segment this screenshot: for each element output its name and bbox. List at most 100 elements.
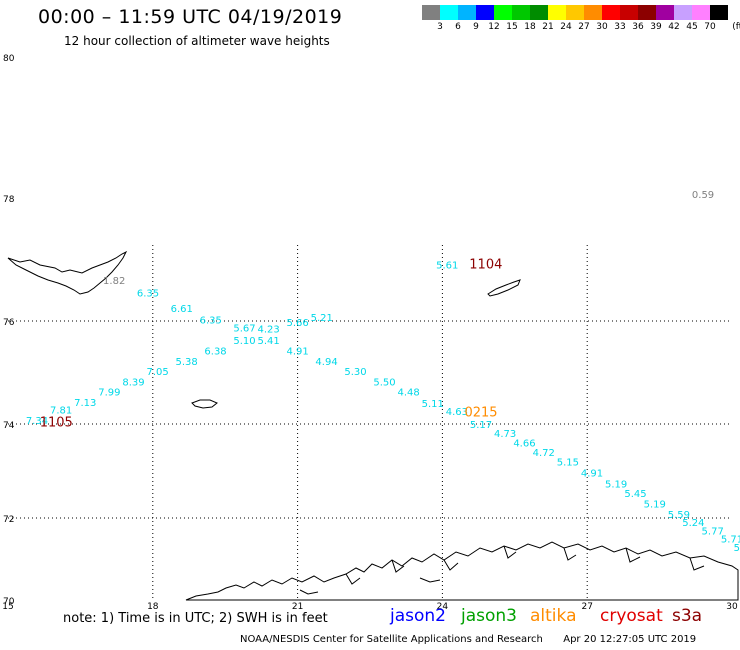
norway-fjords (299, 545, 705, 595)
hopen-island (487, 279, 521, 297)
legend-swatch (440, 5, 458, 20)
legend-swatch (656, 5, 674, 20)
norway-coastline (185, 541, 739, 601)
legend-label: 45 (686, 22, 698, 32)
swh-value: 5 (734, 543, 740, 554)
swh-value: 6.61 (171, 304, 193, 315)
lat-tick-label: 80 (3, 54, 15, 64)
swh-value: 6.38 (204, 346, 226, 357)
swh-value: 4.91 (581, 469, 603, 480)
swh-value: 5.41 (258, 336, 280, 347)
legend-swatch (494, 5, 512, 20)
svalbard-coastline (7, 250, 128, 295)
satellite-jason3: jason3 (461, 606, 517, 626)
swh-value: 4.73 (494, 429, 516, 440)
swh-value: 5.50 (373, 377, 395, 388)
legend-label: 70 (704, 22, 716, 32)
swh-value: 5.11 (422, 399, 444, 410)
swh-value: 5.24 (682, 518, 704, 529)
lat-tick-label: 74 (3, 421, 15, 431)
legend-label: 12 (488, 22, 500, 32)
lon-tick-label: 21 (292, 602, 303, 612)
map-title: 00:00 – 11:59 UTC 04/19/2019 (38, 6, 343, 28)
lat-tick-label: 70 (3, 597, 15, 607)
swh-value: 5.77 (702, 526, 724, 537)
swh-value: 4.63 (446, 407, 468, 418)
legend-swatch (530, 5, 548, 20)
swh-value: 4.23 (258, 324, 280, 335)
legend-label: 9 (473, 22, 479, 32)
lon-tick-label: 30 (726, 602, 738, 612)
swh-value: 5.10 (233, 336, 255, 347)
legend-label: 42 (668, 22, 680, 32)
swh-value: 5.21 (311, 313, 333, 324)
satellite-cryosat: cryosat (600, 606, 663, 626)
swh-value: 5.59 (668, 510, 690, 521)
map-subtitle: 12 hour collection of altimeter wave hei… (64, 34, 330, 48)
lon-tick-label: 24 (437, 602, 449, 612)
lat-tick-label: 78 (3, 195, 15, 205)
swh-value: 7.34 (26, 416, 48, 427)
swh-value: 7.05 (146, 367, 168, 378)
legend-swatch (458, 5, 476, 20)
legend-swatch (422, 5, 440, 20)
pass-time-label: 0215 (464, 405, 497, 420)
swh-value: 1.82 (103, 276, 125, 287)
legend-swatch (602, 5, 620, 20)
legend-label: 21 (542, 22, 554, 32)
legend-label: 6 (455, 22, 461, 32)
legend-unit: (ft) (732, 22, 740, 32)
swh-value: 7.13 (74, 398, 96, 409)
swh-value: 5.61 (436, 261, 458, 272)
swh-value: 4.91 (286, 346, 308, 357)
pass-time-label: 1105 (40, 415, 73, 430)
legend-swatch (674, 5, 692, 20)
legend-label: 30 (596, 22, 608, 32)
legend-label: 27 (578, 22, 590, 32)
legend-swatch (512, 5, 530, 20)
swh-value: 4.66 (513, 439, 535, 450)
swh-value: 8.39 (122, 377, 144, 388)
swh-value: 6.35 (137, 288, 159, 299)
swh-value: 7.99 (98, 388, 120, 399)
swh-value: 7.81 (50, 406, 72, 417)
swh-value: 5.19 (644, 500, 666, 511)
credit-text: NOAA/NESDIS Center for Satellite Applica… (240, 634, 543, 645)
swh-value: 5.38 (175, 357, 197, 368)
swh-value: 6.35 (200, 316, 222, 327)
observation-values: 7.347.817.137.998.397.05 5.38 6.38 5.10 5.41… (26, 190, 740, 554)
satellite-s3a: s3a (672, 606, 703, 626)
swh-value: 5.17 (470, 420, 492, 431)
legend-swatch (548, 5, 566, 20)
lat-lon-grid (8, 245, 732, 600)
legend-label: 33 (614, 22, 626, 32)
swh-value: 5.67 (233, 323, 255, 334)
swh-value: 4.94 (315, 357, 337, 368)
swh-value: 0.59 (692, 190, 714, 201)
swh-value: 5.15 (557, 457, 579, 468)
lat-tick-label: 76 (3, 318, 15, 328)
credit-line: NOAA/NESDIS Center for Satellite Applica… (240, 634, 696, 645)
legend-swatch (710, 5, 728, 20)
pass-time-label: 1104 (469, 258, 502, 273)
legend-swatch (584, 5, 602, 20)
legend-label: 15 (506, 22, 518, 32)
swh-value: 5.19 (605, 479, 627, 490)
color-legend (422, 5, 728, 20)
swh-value: 5.30 (344, 367, 366, 378)
generated-timestamp: Apr 20 12:27:05 UTC 2019 (563, 634, 697, 645)
swh-value: 4.48 (397, 388, 419, 399)
legend-swatch (566, 5, 584, 20)
legend-label: 3 (437, 22, 443, 32)
swh-value: 5.71 (721, 535, 740, 546)
lat-tick-label: 72 (3, 515, 14, 525)
legend-label: 24 (560, 22, 572, 32)
legend-label: 39 (650, 22, 662, 32)
lon-tick-label: 27 (581, 602, 592, 612)
legend-swatch (476, 5, 494, 20)
bear-island (191, 399, 218, 409)
legend-label: 36 (632, 22, 644, 32)
